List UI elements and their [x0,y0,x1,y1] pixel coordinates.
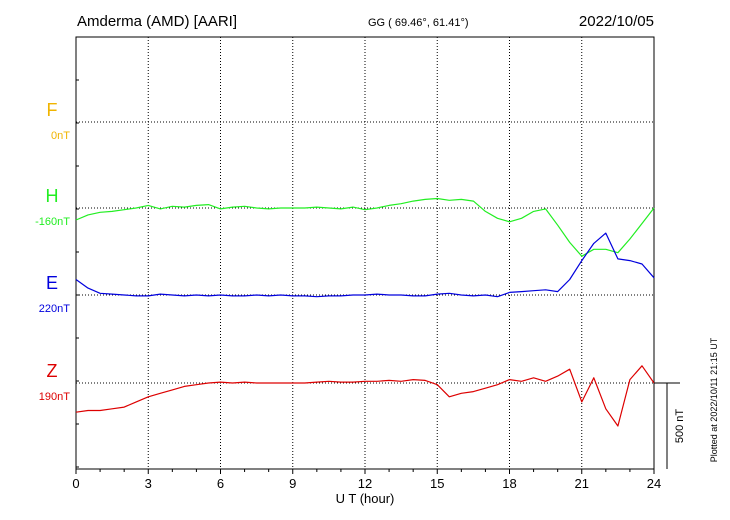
plotted-note: Plotted at 2022/10/11 21:15 UT [709,337,719,462]
x-tick-label: 12 [358,476,372,491]
plot-date: 2022/10/05 [579,13,654,30]
x-tick-label: 18 [502,476,516,491]
station-title: Amderma (AMD) [AARI] [77,13,237,30]
series-line-Z [75,365,655,427]
x-tick-label: 15 [430,476,444,491]
series-lines [75,197,655,427]
series-offset-H: -160nT [35,216,70,228]
x-tick-label: 9 [289,476,296,491]
series-offset-Z: 190nT [39,391,70,403]
series-name-H: H [46,186,59,206]
x-tick-label: 24 [647,476,661,491]
series-labels: F 0nT H -160nT E 220nT Z 190nT [35,100,70,403]
series-name-E: E [46,273,58,293]
series-offset-E: 220nT [39,303,70,315]
x-tick-label: 3 [145,476,152,491]
x-ticks: 0 3 6 9 12 15 18 21 24 [72,469,661,491]
series-line-E [75,232,655,298]
series-line-H [75,197,655,257]
series-name-Z: Z [47,361,58,381]
series-offset-F: 0nT [51,130,70,142]
x-tick-label: 21 [575,476,589,491]
grid [76,36,654,469]
scale-bar-label: 500 nT [674,409,686,444]
geographic-coordinates: GG ( 69.46°, 61.41°) [368,17,469,29]
x-tick-label: 0 [72,476,79,491]
x-axis-label: U T (hour) [336,491,395,506]
series-name-F: F [47,100,58,120]
x-tick-label: 6 [217,476,224,491]
